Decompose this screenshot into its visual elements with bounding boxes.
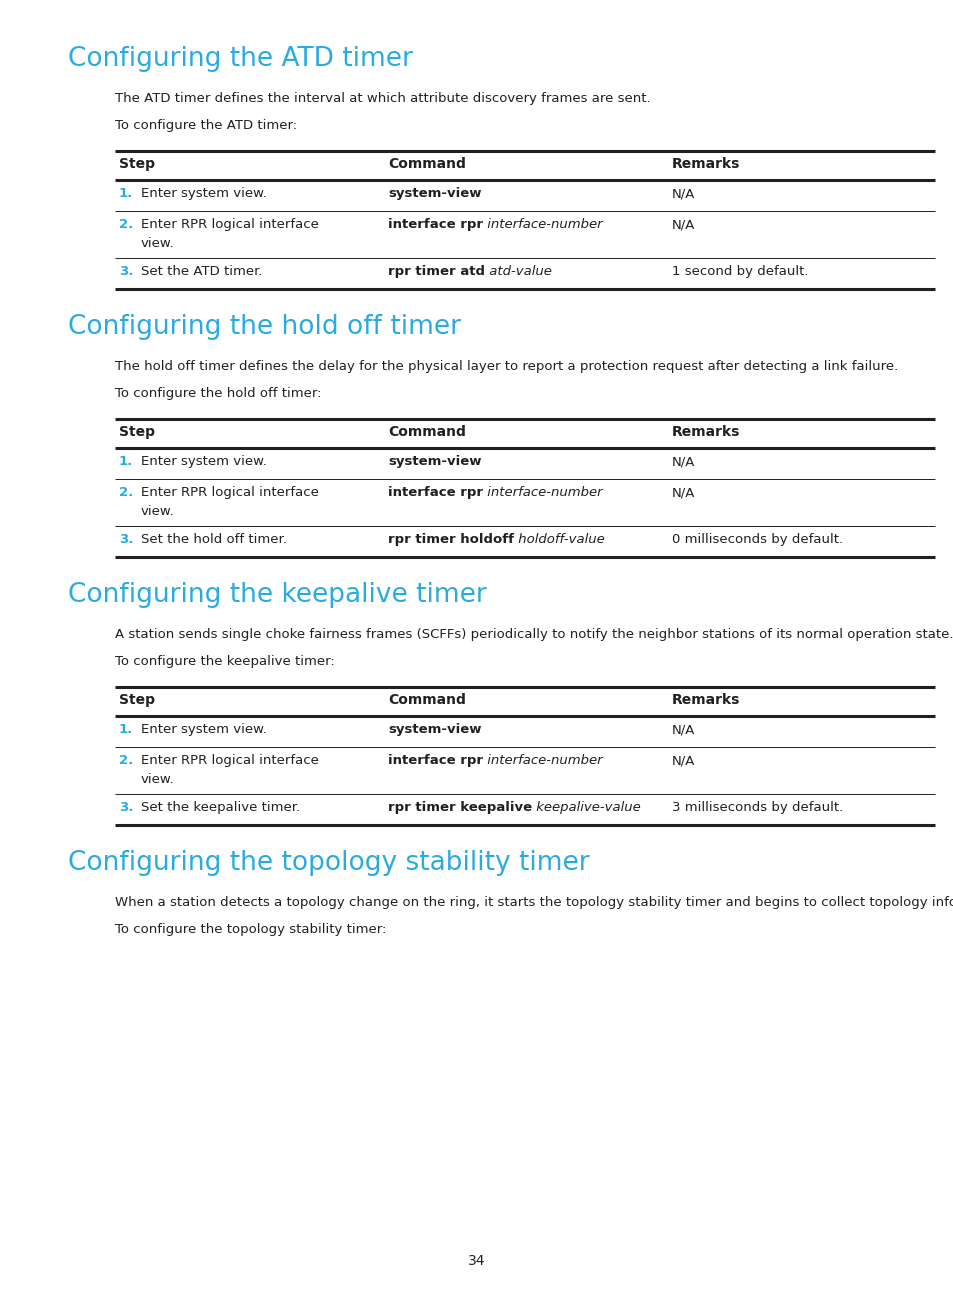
- Text: interface-number: interface-number: [482, 218, 602, 231]
- Text: interface-number: interface-number: [482, 754, 602, 767]
- Text: 1.: 1.: [119, 187, 133, 200]
- Text: Remarks: Remarks: [671, 425, 740, 439]
- Text: Command: Command: [388, 693, 465, 708]
- Text: Enter system view.: Enter system view.: [141, 455, 267, 468]
- Text: To configure the hold off timer:: To configure the hold off timer:: [115, 386, 321, 399]
- Text: 1.: 1.: [119, 455, 133, 468]
- Text: 3.: 3.: [119, 533, 133, 546]
- Text: N/A: N/A: [671, 723, 695, 736]
- Text: rpr timer holdoff: rpr timer holdoff: [388, 533, 514, 546]
- Text: A station sends single choke fairness frames (SCFFs) periodically to notify the : A station sends single choke fairness fr…: [115, 629, 953, 642]
- Text: Command: Command: [388, 157, 465, 171]
- Text: 0 milliseconds by default.: 0 milliseconds by default.: [671, 533, 842, 546]
- Text: The ATD timer defines the interval at which attribute discovery frames are sent.: The ATD timer defines the interval at wh…: [115, 92, 650, 105]
- Text: Configuring the topology stability timer: Configuring the topology stability timer: [68, 850, 589, 876]
- Text: 34: 34: [468, 1255, 485, 1267]
- Text: Enter RPR logical interface: Enter RPR logical interface: [141, 486, 318, 499]
- Text: view.: view.: [141, 236, 174, 250]
- Text: Remarks: Remarks: [671, 157, 740, 171]
- Text: 2.: 2.: [119, 486, 133, 499]
- Text: When a station detects a topology change on the ring, it starts the topology sta: When a station detects a topology change…: [115, 896, 953, 908]
- Text: Set the ATD timer.: Set the ATD timer.: [141, 264, 262, 279]
- Text: keepalive-value: keepalive-value: [532, 801, 640, 814]
- Text: view.: view.: [141, 772, 174, 785]
- Text: N/A: N/A: [671, 455, 695, 468]
- Text: interface-number: interface-number: [482, 486, 602, 499]
- Text: Configuring the keepalive timer: Configuring the keepalive timer: [68, 582, 486, 608]
- Text: Enter system view.: Enter system view.: [141, 723, 267, 736]
- Text: The hold off timer defines the delay for the physical layer to report a protecti: The hold off timer defines the delay for…: [115, 360, 898, 373]
- Text: interface rpr: interface rpr: [388, 218, 482, 231]
- Text: interface rpr: interface rpr: [388, 754, 482, 767]
- Text: interface rpr: interface rpr: [388, 486, 482, 499]
- Text: To configure the topology stability timer:: To configure the topology stability time…: [115, 923, 386, 936]
- Text: Configuring the hold off timer: Configuring the hold off timer: [68, 314, 460, 340]
- Text: Enter system view.: Enter system view.: [141, 187, 267, 200]
- Text: system-view: system-view: [388, 187, 481, 200]
- Text: N/A: N/A: [671, 218, 695, 231]
- Text: holdoff-value: holdoff-value: [514, 533, 604, 546]
- Text: Configuring the ATD timer: Configuring the ATD timer: [68, 45, 413, 73]
- Text: Set the hold off timer.: Set the hold off timer.: [141, 533, 287, 546]
- Text: 1 second by default.: 1 second by default.: [671, 264, 807, 279]
- Text: Set the keepalive timer.: Set the keepalive timer.: [141, 801, 300, 814]
- Text: view.: view.: [141, 504, 174, 517]
- Text: Command: Command: [388, 425, 465, 439]
- Text: atd-value: atd-value: [484, 264, 551, 279]
- Text: 2.: 2.: [119, 218, 133, 231]
- Text: Step: Step: [119, 693, 154, 708]
- Text: Enter RPR logical interface: Enter RPR logical interface: [141, 218, 318, 231]
- Text: 1.: 1.: [119, 723, 133, 736]
- Text: rpr timer keepalive: rpr timer keepalive: [388, 801, 532, 814]
- Text: 3.: 3.: [119, 264, 133, 279]
- Text: Remarks: Remarks: [671, 693, 740, 708]
- Text: N/A: N/A: [671, 486, 695, 499]
- Text: 3 milliseconds by default.: 3 milliseconds by default.: [671, 801, 842, 814]
- Text: 2.: 2.: [119, 754, 133, 767]
- Text: To configure the keepalive timer:: To configure the keepalive timer:: [115, 654, 335, 667]
- Text: system-view: system-view: [388, 723, 481, 736]
- Text: system-view: system-view: [388, 455, 481, 468]
- Text: 3.: 3.: [119, 801, 133, 814]
- Text: rpr timer atd: rpr timer atd: [388, 264, 484, 279]
- Text: To configure the ATD timer:: To configure the ATD timer:: [115, 118, 296, 131]
- Text: Enter RPR logical interface: Enter RPR logical interface: [141, 754, 318, 767]
- Text: N/A: N/A: [671, 754, 695, 767]
- Text: N/A: N/A: [671, 187, 695, 200]
- Text: Step: Step: [119, 157, 154, 171]
- Text: Step: Step: [119, 425, 154, 439]
